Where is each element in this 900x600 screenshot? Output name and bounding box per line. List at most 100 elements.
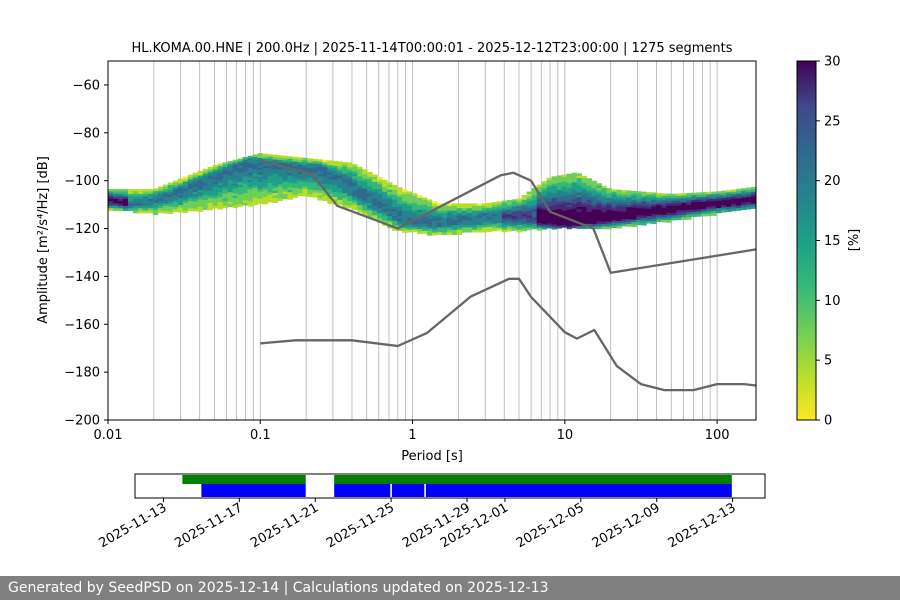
heatmap-cell xyxy=(132,201,139,204)
heatmap-cell xyxy=(262,194,268,198)
heatmap-cell xyxy=(262,201,268,205)
heatmap-cell xyxy=(741,192,747,196)
high-noise-model-line xyxy=(259,159,757,274)
heatmap-cell xyxy=(252,159,258,163)
heatmap-cell xyxy=(292,185,298,189)
heatmap-cell xyxy=(422,211,428,215)
heatmap-cell xyxy=(392,213,398,217)
heatmap-cell xyxy=(277,157,283,161)
heatmap-cell xyxy=(397,216,403,219)
noise-model-lines xyxy=(259,159,757,392)
heatmap-cell xyxy=(337,197,343,201)
heatmap-cell xyxy=(571,194,577,198)
heatmap-cell xyxy=(526,191,533,195)
heatmap-cell xyxy=(317,168,323,172)
heatmap-cell xyxy=(312,158,318,162)
heatmap-cell xyxy=(691,207,697,210)
heatmap-cell xyxy=(277,186,283,190)
heatmap-cell xyxy=(327,172,333,176)
heatmap-cell xyxy=(641,194,647,197)
heatmap-cell xyxy=(616,194,622,198)
heatmap-cell xyxy=(621,199,627,203)
heatmap-cell xyxy=(551,207,558,211)
heatmap-cell xyxy=(651,218,657,222)
heatmap-cell xyxy=(501,217,508,221)
heatmap-cell xyxy=(571,213,577,217)
heatmap-cell xyxy=(631,198,637,201)
heatmap-cell xyxy=(661,205,667,208)
heatmap-cell xyxy=(242,200,248,204)
heatmap-cell xyxy=(611,208,617,212)
heatmap-cell xyxy=(661,202,667,206)
heatmap-cell xyxy=(751,196,757,200)
heatmap-cell xyxy=(322,186,328,189)
heatmap-cell xyxy=(671,215,677,218)
heatmap-cell xyxy=(108,189,114,192)
heatmap-cell xyxy=(656,200,662,203)
heatmap-cell xyxy=(307,194,313,198)
heatmap-cell xyxy=(382,215,388,219)
heatmap-cell xyxy=(412,195,418,199)
heatmap-cell xyxy=(217,192,224,196)
heatmap-cell xyxy=(272,197,278,201)
heatmap-cell xyxy=(631,210,637,213)
heatmap-cell xyxy=(272,178,278,182)
heatmap-cell xyxy=(108,203,114,207)
heatmap-cell xyxy=(387,189,393,193)
heatmap-cell xyxy=(616,204,622,207)
heatmap-cell xyxy=(441,232,448,235)
heatmap-cell xyxy=(187,196,194,199)
heatmap-cell xyxy=(546,206,553,210)
heatmap-cell xyxy=(192,172,199,176)
heatmap-cell xyxy=(501,224,508,228)
heatmap-cell xyxy=(172,180,179,184)
heatmap-cell xyxy=(382,210,388,214)
heatmap-cell xyxy=(202,173,209,177)
heatmap-cell xyxy=(342,178,348,182)
heatmap-cell xyxy=(312,194,318,198)
heatmap-cell xyxy=(297,174,303,177)
heatmap-cell xyxy=(172,187,179,191)
heatmap-cell xyxy=(347,179,353,182)
heatmap-cell xyxy=(606,202,612,206)
heatmap-cell xyxy=(651,221,657,224)
heatmap-cell xyxy=(302,179,308,183)
heatmap-cell xyxy=(352,183,358,187)
heatmap-cell xyxy=(681,193,687,196)
heatmap-cell xyxy=(556,211,562,215)
heatmap-cell xyxy=(267,156,273,160)
heatmap-cell xyxy=(571,196,577,200)
heatmap-cell xyxy=(741,188,747,191)
heatmap-cell xyxy=(347,186,353,190)
heatmap-cell xyxy=(397,201,403,205)
heatmap-cell xyxy=(456,208,463,211)
heatmap-cell xyxy=(546,225,553,229)
heatmap-cell xyxy=(347,191,353,194)
heatmap-cell xyxy=(402,225,408,229)
heatmap-cell xyxy=(501,227,508,230)
heatmap-cell xyxy=(247,194,253,197)
heatmap-cell xyxy=(227,168,234,171)
heatmap-cell xyxy=(541,188,548,192)
heatmap-cell xyxy=(397,199,403,203)
heatmap-cell xyxy=(641,213,647,216)
heatmap-cell xyxy=(561,224,567,228)
heatmap-cell xyxy=(616,201,622,205)
heatmap-cell xyxy=(551,205,558,208)
heatmap-cell xyxy=(591,190,597,194)
heatmap-cell xyxy=(486,212,493,216)
heatmap-cell xyxy=(382,186,388,190)
heatmap-cell xyxy=(407,193,413,197)
heatmap-cell xyxy=(372,215,378,219)
heatmap-cell xyxy=(387,218,393,222)
heatmap-cell xyxy=(217,166,224,169)
heatmap-cell xyxy=(496,213,503,217)
heatmap-cell xyxy=(571,201,577,205)
heatmap-cell xyxy=(397,187,403,191)
heatmap-cell xyxy=(456,210,463,214)
heatmap-cell xyxy=(367,195,373,199)
heatmap-cell xyxy=(232,200,238,204)
heatmap-cell xyxy=(481,229,488,233)
heatmap-cell xyxy=(501,219,508,223)
heatmap-cell xyxy=(182,176,189,180)
